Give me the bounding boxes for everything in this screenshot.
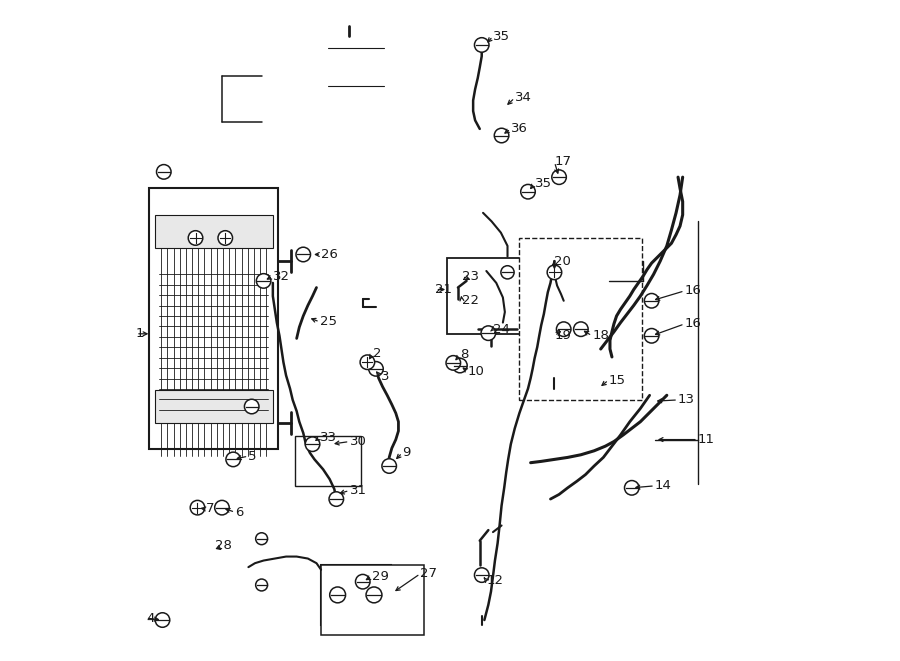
Text: 18: 18	[592, 329, 609, 342]
Circle shape	[190, 500, 205, 515]
Text: 12: 12	[486, 574, 503, 587]
Circle shape	[218, 231, 232, 245]
Text: 14: 14	[655, 479, 671, 492]
Text: 27: 27	[420, 567, 437, 580]
Bar	[446, 258, 523, 334]
Text: 33: 33	[320, 431, 337, 444]
Text: 21: 21	[436, 283, 453, 296]
Circle shape	[482, 326, 496, 340]
Circle shape	[360, 355, 374, 369]
Text: 20: 20	[554, 254, 572, 268]
Circle shape	[547, 265, 562, 280]
Circle shape	[256, 533, 267, 545]
Circle shape	[644, 293, 659, 308]
Text: 5: 5	[248, 449, 256, 463]
Circle shape	[382, 459, 397, 473]
Text: 9: 9	[402, 446, 410, 459]
Text: 17: 17	[554, 155, 572, 169]
Text: 22: 22	[462, 294, 479, 307]
Text: 11: 11	[698, 433, 715, 446]
Circle shape	[556, 322, 571, 336]
Text: 29: 29	[372, 570, 389, 583]
Text: 3: 3	[381, 370, 389, 383]
Circle shape	[366, 587, 382, 603]
Bar	[321, 565, 391, 625]
Circle shape	[305, 437, 320, 451]
Circle shape	[226, 452, 240, 467]
Circle shape	[329, 492, 344, 506]
Circle shape	[188, 231, 202, 245]
Text: 1: 1	[136, 327, 145, 340]
Circle shape	[356, 574, 370, 589]
Text: 36: 36	[511, 122, 527, 136]
Text: 26: 26	[321, 248, 338, 261]
Text: 19: 19	[554, 329, 572, 342]
Circle shape	[521, 184, 535, 199]
Text: 34: 34	[515, 91, 532, 104]
Circle shape	[215, 500, 230, 515]
Circle shape	[552, 170, 566, 184]
Circle shape	[245, 399, 259, 414]
Circle shape	[474, 568, 489, 582]
Text: 23: 23	[462, 270, 479, 283]
Text: 2: 2	[373, 347, 382, 360]
Text: 24: 24	[493, 323, 509, 336]
Text: 15: 15	[608, 373, 626, 387]
Text: 10: 10	[468, 365, 485, 378]
Circle shape	[369, 362, 383, 376]
Bar	[149, 188, 278, 449]
Circle shape	[573, 322, 588, 336]
Circle shape	[453, 358, 467, 373]
Circle shape	[157, 165, 171, 179]
Text: 30: 30	[349, 435, 366, 448]
Text: 16: 16	[685, 284, 701, 297]
Circle shape	[256, 579, 267, 591]
Text: 7: 7	[205, 502, 214, 516]
Circle shape	[329, 587, 346, 603]
Circle shape	[296, 247, 310, 262]
Circle shape	[501, 266, 514, 279]
Bar	[155, 390, 273, 423]
Circle shape	[155, 613, 170, 627]
Text: 25: 25	[320, 315, 337, 329]
Text: 32: 32	[273, 270, 290, 283]
Bar	[519, 238, 642, 400]
Text: 6: 6	[235, 506, 244, 519]
Bar	[155, 215, 273, 248]
Text: 8: 8	[460, 348, 468, 362]
Text: 31: 31	[349, 484, 366, 497]
Circle shape	[256, 274, 271, 288]
Text: 28: 28	[215, 539, 232, 552]
Text: 13: 13	[678, 393, 695, 407]
Circle shape	[625, 481, 639, 495]
Circle shape	[494, 128, 508, 143]
Bar	[321, 565, 424, 635]
Text: 16: 16	[685, 317, 701, 330]
Bar	[294, 436, 361, 486]
Text: 4: 4	[146, 611, 154, 625]
Circle shape	[446, 356, 461, 370]
Circle shape	[644, 329, 659, 343]
Circle shape	[474, 38, 489, 52]
Text: 35: 35	[535, 177, 552, 190]
Text: 35: 35	[493, 30, 510, 43]
